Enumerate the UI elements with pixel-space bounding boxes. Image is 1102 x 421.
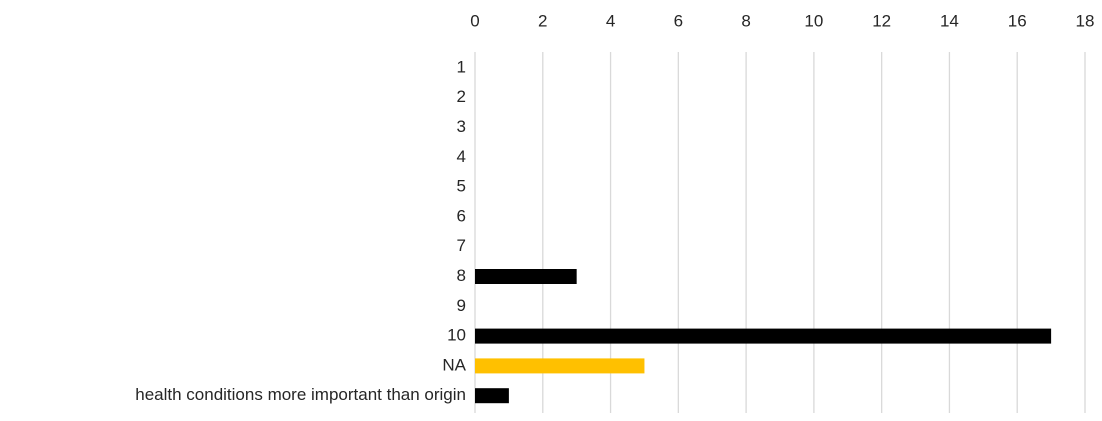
category-label: 2 [457, 87, 466, 106]
category-label: 3 [457, 117, 466, 136]
x-tick-label: 10 [804, 11, 823, 30]
bar-health-conditions-more-important-than-origin [475, 388, 509, 404]
category-label: health conditions more important than or… [135, 385, 466, 404]
bar-na [475, 358, 645, 374]
x-tick-label: 0 [470, 11, 479, 30]
category-label: 6 [457, 206, 466, 225]
category-label: 10 [447, 326, 466, 345]
x-tick-label: 18 [1076, 11, 1095, 30]
x-tick-label: 8 [741, 11, 750, 30]
x-tick-label: 12 [872, 11, 891, 30]
bar-10 [475, 328, 1052, 344]
bars [475, 269, 1052, 404]
category-label: 8 [457, 266, 466, 285]
category-label: 1 [457, 57, 466, 76]
x-axis-ticks: 0 2 4 6 8 10 12 14 16 18 [470, 11, 1094, 30]
category-label: 7 [457, 236, 466, 255]
x-tick-label: 6 [674, 11, 683, 30]
x-tick-label: 2 [538, 11, 547, 30]
category-label: NA [442, 355, 466, 374]
x-tick-label: 4 [606, 11, 615, 30]
bar-8 [475, 269, 577, 284]
category-labels: 1 2 3 4 5 6 7 8 9 10 NA health conditions more impo… [135, 57, 466, 404]
gridlines [474, 52, 1086, 413]
x-tick-label: 14 [940, 11, 959, 30]
category-label: 4 [457, 147, 466, 166]
category-label: 9 [457, 296, 466, 315]
x-tick-label: 16 [1008, 11, 1027, 30]
category-label: 5 [457, 177, 466, 196]
